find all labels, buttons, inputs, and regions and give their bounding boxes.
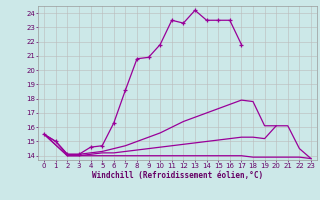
- X-axis label: Windchill (Refroidissement éolien,°C): Windchill (Refroidissement éolien,°C): [92, 171, 263, 180]
